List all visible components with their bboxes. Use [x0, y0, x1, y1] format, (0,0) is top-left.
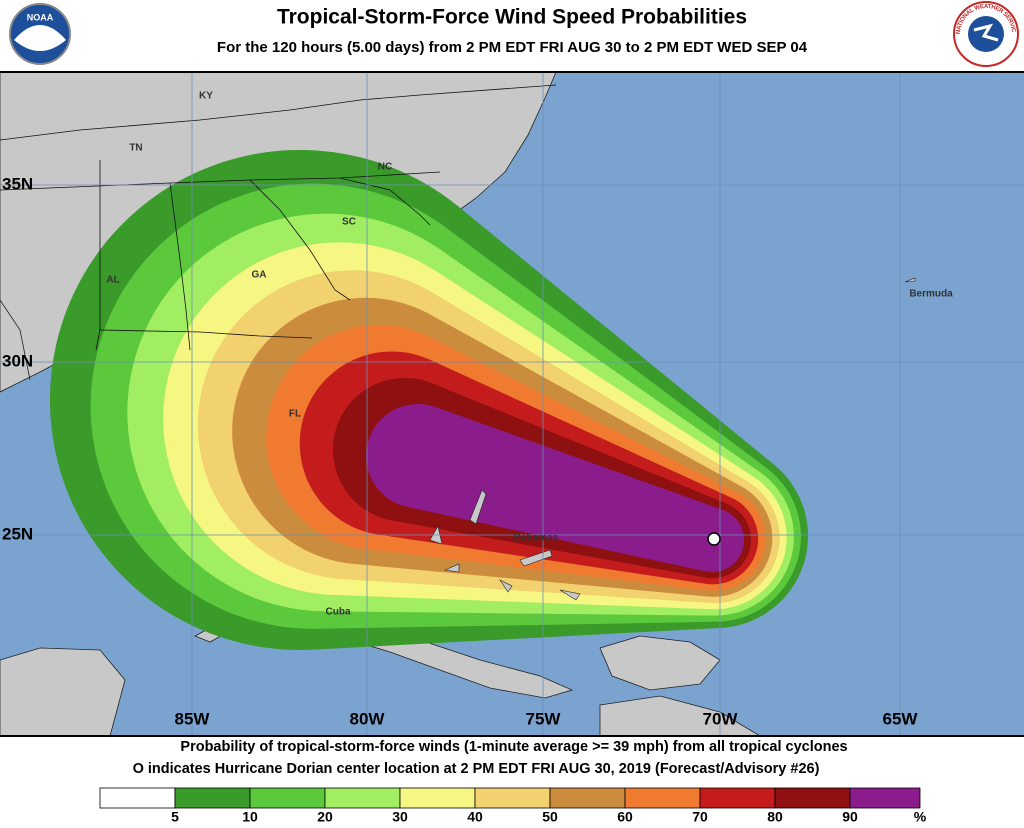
legend-tick-label: 50: [542, 809, 558, 825]
hispaniola-land: [599, 635, 721, 691]
coast-detail: [0, 299, 31, 381]
legend-swatch: [549, 787, 626, 809]
lat-label: 35N: [2, 174, 33, 193]
color-legend: 5 10 20 30 40 50 60 70 80 90%: [99, 787, 927, 825]
island: [469, 489, 487, 525]
lat-label: 30N: [2, 351, 33, 370]
legend-unit: %: [914, 809, 927, 825]
yucatan-land: [0, 647, 126, 736]
legend-swatch: [99, 787, 176, 809]
island: [519, 549, 553, 567]
legend-tick-label: 40: [467, 809, 483, 825]
lon-label: 75W: [526, 709, 562, 728]
legend-tick-label: 10: [242, 809, 258, 825]
legend-tick-label: 70: [692, 809, 708, 825]
place-label: GA: [252, 270, 267, 281]
island: [499, 579, 513, 593]
state-line: [339, 177, 431, 226]
legend-swatch: [774, 787, 851, 809]
island: [559, 589, 581, 601]
place-label: Cuba: [326, 607, 351, 618]
noaa-logo-bird: [14, 25, 66, 51]
legend-tick-label: 60: [617, 809, 633, 825]
subtitle: For the 120 hours (5.00 days) from 2 PM …: [217, 39, 808, 56]
lon-label: 80W: [350, 709, 386, 728]
title: Tropical-Storm-Force Wind Speed Probabil…: [277, 6, 747, 29]
legend-tick-label: 20: [317, 809, 333, 825]
legend-swatch: [849, 787, 921, 809]
state-line: [169, 182, 191, 351]
bermuda-island: [904, 277, 916, 283]
legend-tick-label: 80: [767, 809, 783, 825]
legend-swatch: [699, 787, 776, 809]
nws-logo-bolt: [973, 23, 999, 42]
legend-swatch: [474, 787, 551, 809]
noaa-logo-text: NOAA: [27, 12, 54, 22]
state-line: [0, 84, 557, 141]
state-line: [249, 179, 351, 301]
legend-swatch: [174, 787, 251, 809]
lat-label: 25N: [2, 524, 33, 543]
place-label: Bermuda: [909, 289, 953, 300]
state-line: [99, 329, 313, 339]
legend-tick-label: 30: [392, 809, 408, 825]
lon-label: 70W: [703, 709, 739, 728]
lon-label: 65W: [883, 709, 919, 728]
place-label: TN: [129, 143, 142, 154]
storm-center: [707, 532, 721, 546]
footer-line: Probability of tropical-storm-force wind…: [180, 739, 847, 755]
place-label: NC: [378, 162, 392, 173]
lon-label: 85W: [175, 709, 211, 728]
graticule: 85W 80W 75W 70W 65W 35N 30N 25N KY TN NC SC GA AL FL Be…: [0, 72, 1024, 736]
place-label: SC: [342, 217, 356, 228]
legend-swatch: [249, 787, 326, 809]
legend-swatch: [324, 787, 401, 809]
place-label: Bahamas: [514, 533, 559, 544]
footer-line: O indicates Hurricane Dorian center loca…: [133, 761, 820, 777]
probability-band: [366, 403, 745, 573]
legend-swatch: [399, 787, 476, 809]
legend-swatch: [624, 787, 701, 809]
place-label: AL: [106, 275, 119, 286]
place-label: FL: [289, 409, 301, 420]
legend-tick-label: 90: [842, 809, 858, 825]
state-line: [95, 160, 101, 351]
island: [443, 563, 460, 573]
legend-tick-label: 5: [171, 809, 179, 825]
place-label: KY: [199, 91, 213, 102]
map: 85W 80W 75W 70W 65W 35N 30N 25N KY TN NC SC GA AL FL Be…: [0, 71, 1024, 737]
